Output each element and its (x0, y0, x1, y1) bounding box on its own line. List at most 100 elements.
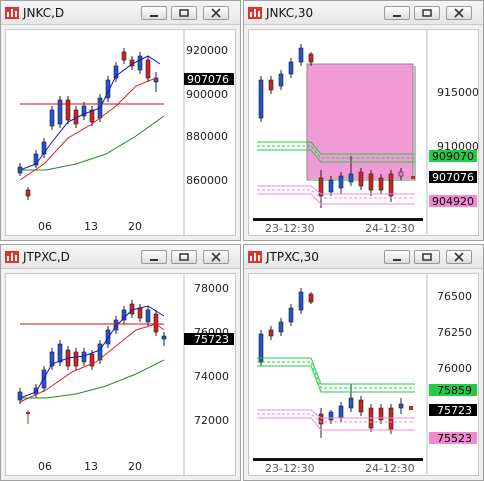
candle-down (89, 109, 95, 123)
chart-window-jtpxc-30min[interactable]: JTPXC,30 (243, 244, 484, 481)
minimize-button[interactable] (384, 250, 410, 264)
candle-up (57, 343, 63, 363)
price-chart[interactable]: 76500 76250 76000 75750 75859 75723 7552… (248, 273, 479, 476)
price-chart[interactable]: 78000 76000 74000 72000 75723 06 13 20 (5, 273, 236, 476)
candles (17, 300, 167, 424)
green-level-lower (257, 365, 415, 393)
close-button[interactable] (203, 6, 229, 20)
y-tick-label: 915000 (437, 86, 478, 99)
minimize-button[interactable] (141, 6, 167, 20)
candle-up (338, 175, 344, 189)
candle-up (278, 321, 284, 333)
candle-down (89, 353, 95, 367)
candle-up (258, 333, 264, 363)
candle-down (129, 303, 135, 315)
candle-down (318, 177, 324, 197)
minimize-icon (393, 259, 401, 261)
close-button[interactable] (203, 250, 229, 264)
candle-up (298, 47, 304, 63)
candle-down (411, 176, 415, 179)
restore-button[interactable] (414, 250, 440, 264)
current-price-label: 75723 (437, 404, 472, 417)
candle-down (121, 51, 127, 61)
ma-long-line (20, 115, 165, 171)
window-title: JTPXC,D (23, 250, 70, 264)
candle-up (258, 79, 264, 119)
x-tick-label: 23-12:30 (265, 462, 315, 475)
chart-canvas[interactable]: 920000 900000 880000 860000 907076 06 13… (6, 30, 235, 235)
y-tick-label: 76000 (437, 362, 472, 375)
pink-level-badge (429, 432, 477, 444)
window-titlebar[interactable]: JNKC,D (1, 1, 240, 25)
chart-app-icon (5, 7, 19, 19)
ma-long-line (20, 359, 165, 399)
price-chart[interactable]: 920000 900000 880000 860000 907076 06 13… (5, 29, 236, 236)
restore-icon (422, 253, 432, 261)
candle-down (409, 406, 413, 410)
current-price-badge (429, 171, 477, 183)
x-tick-label: 24-12:30 (365, 222, 415, 235)
candle-down (137, 307, 143, 319)
chart-canvas[interactable]: 78000 76000 74000 72000 75723 06 13 20 (6, 274, 235, 475)
x-tick-label: 13 (84, 460, 98, 473)
restore-button[interactable] (171, 250, 197, 264)
candle-down (153, 313, 159, 333)
session-bar (253, 458, 423, 461)
restore-icon (179, 253, 189, 261)
candle-up (105, 329, 111, 345)
window-titlebar[interactable]: JTPXC,D (1, 245, 240, 269)
minimize-icon (150, 15, 158, 17)
close-icon (211, 8, 221, 18)
selection-box[interactable] (306, 63, 414, 181)
candle-down (268, 79, 274, 91)
chart-window-jnkc-daily[interactable]: JNKC,D (0, 0, 241, 241)
ma-short-line (19, 305, 165, 399)
chart-canvas[interactable]: 915000 910000 909070 907076 904920 23-12… (249, 30, 478, 235)
candle-down (378, 177, 384, 191)
window-titlebar[interactable]: JTPXC,30 (244, 245, 483, 269)
candle-up (17, 391, 23, 401)
candle-down (368, 173, 374, 191)
pink-level-label: 904920 (432, 195, 474, 208)
x-tick-label: 13 (84, 220, 98, 233)
window-titlebar[interactable]: JNKC,30 (244, 1, 483, 25)
candle-up (137, 55, 143, 71)
y-tick-label: 880000 (186, 130, 228, 143)
candle-down (308, 53, 314, 63)
window-title: JTPXC,30 (266, 250, 319, 264)
candle-down (65, 99, 71, 121)
minimize-button[interactable] (384, 6, 410, 20)
restore-button[interactable] (171, 6, 197, 20)
chart-window-jnkc-30min[interactable]: JNKC,30 (243, 0, 484, 241)
minimize-icon (393, 15, 401, 17)
current-price-label: 907076 (432, 171, 474, 184)
green-level-label: 909070 (432, 150, 474, 163)
x-tick-label: 23-12:30 (265, 222, 315, 235)
candle-up (398, 403, 404, 409)
close-button[interactable] (446, 250, 472, 264)
candle-down (358, 171, 364, 187)
minimize-icon (150, 259, 158, 261)
ma-short-line (19, 55, 161, 171)
ma-mid-line (19, 323, 165, 403)
chart-canvas[interactable]: 76500 76250 76000 75750 75859 75723 7552… (249, 274, 478, 475)
candle-up (113, 65, 119, 79)
pink-level-dashed (257, 189, 415, 199)
candle-down (268, 329, 274, 337)
restore-button[interactable] (414, 6, 440, 20)
close-button[interactable] (446, 6, 472, 20)
price-chart[interactable]: 915000 910000 909070 907076 904920 23-12… (248, 29, 479, 236)
pink-level-dashed (257, 413, 415, 423)
window-title: JNKC,30 (266, 6, 314, 20)
chart-app-icon (248, 7, 262, 19)
candle-down (388, 173, 394, 197)
session-bar (253, 218, 423, 221)
x-tick-label: 20 (128, 460, 142, 473)
minimize-button[interactable] (141, 250, 167, 264)
candle-up (328, 179, 334, 193)
candle-up (113, 319, 119, 331)
chart-window-jtpxc-daily[interactable]: JTPXC,D (0, 244, 241, 481)
y-tick-label: 910000 (437, 140, 478, 153)
candle-up (121, 309, 127, 321)
green-level-upper (257, 357, 415, 385)
